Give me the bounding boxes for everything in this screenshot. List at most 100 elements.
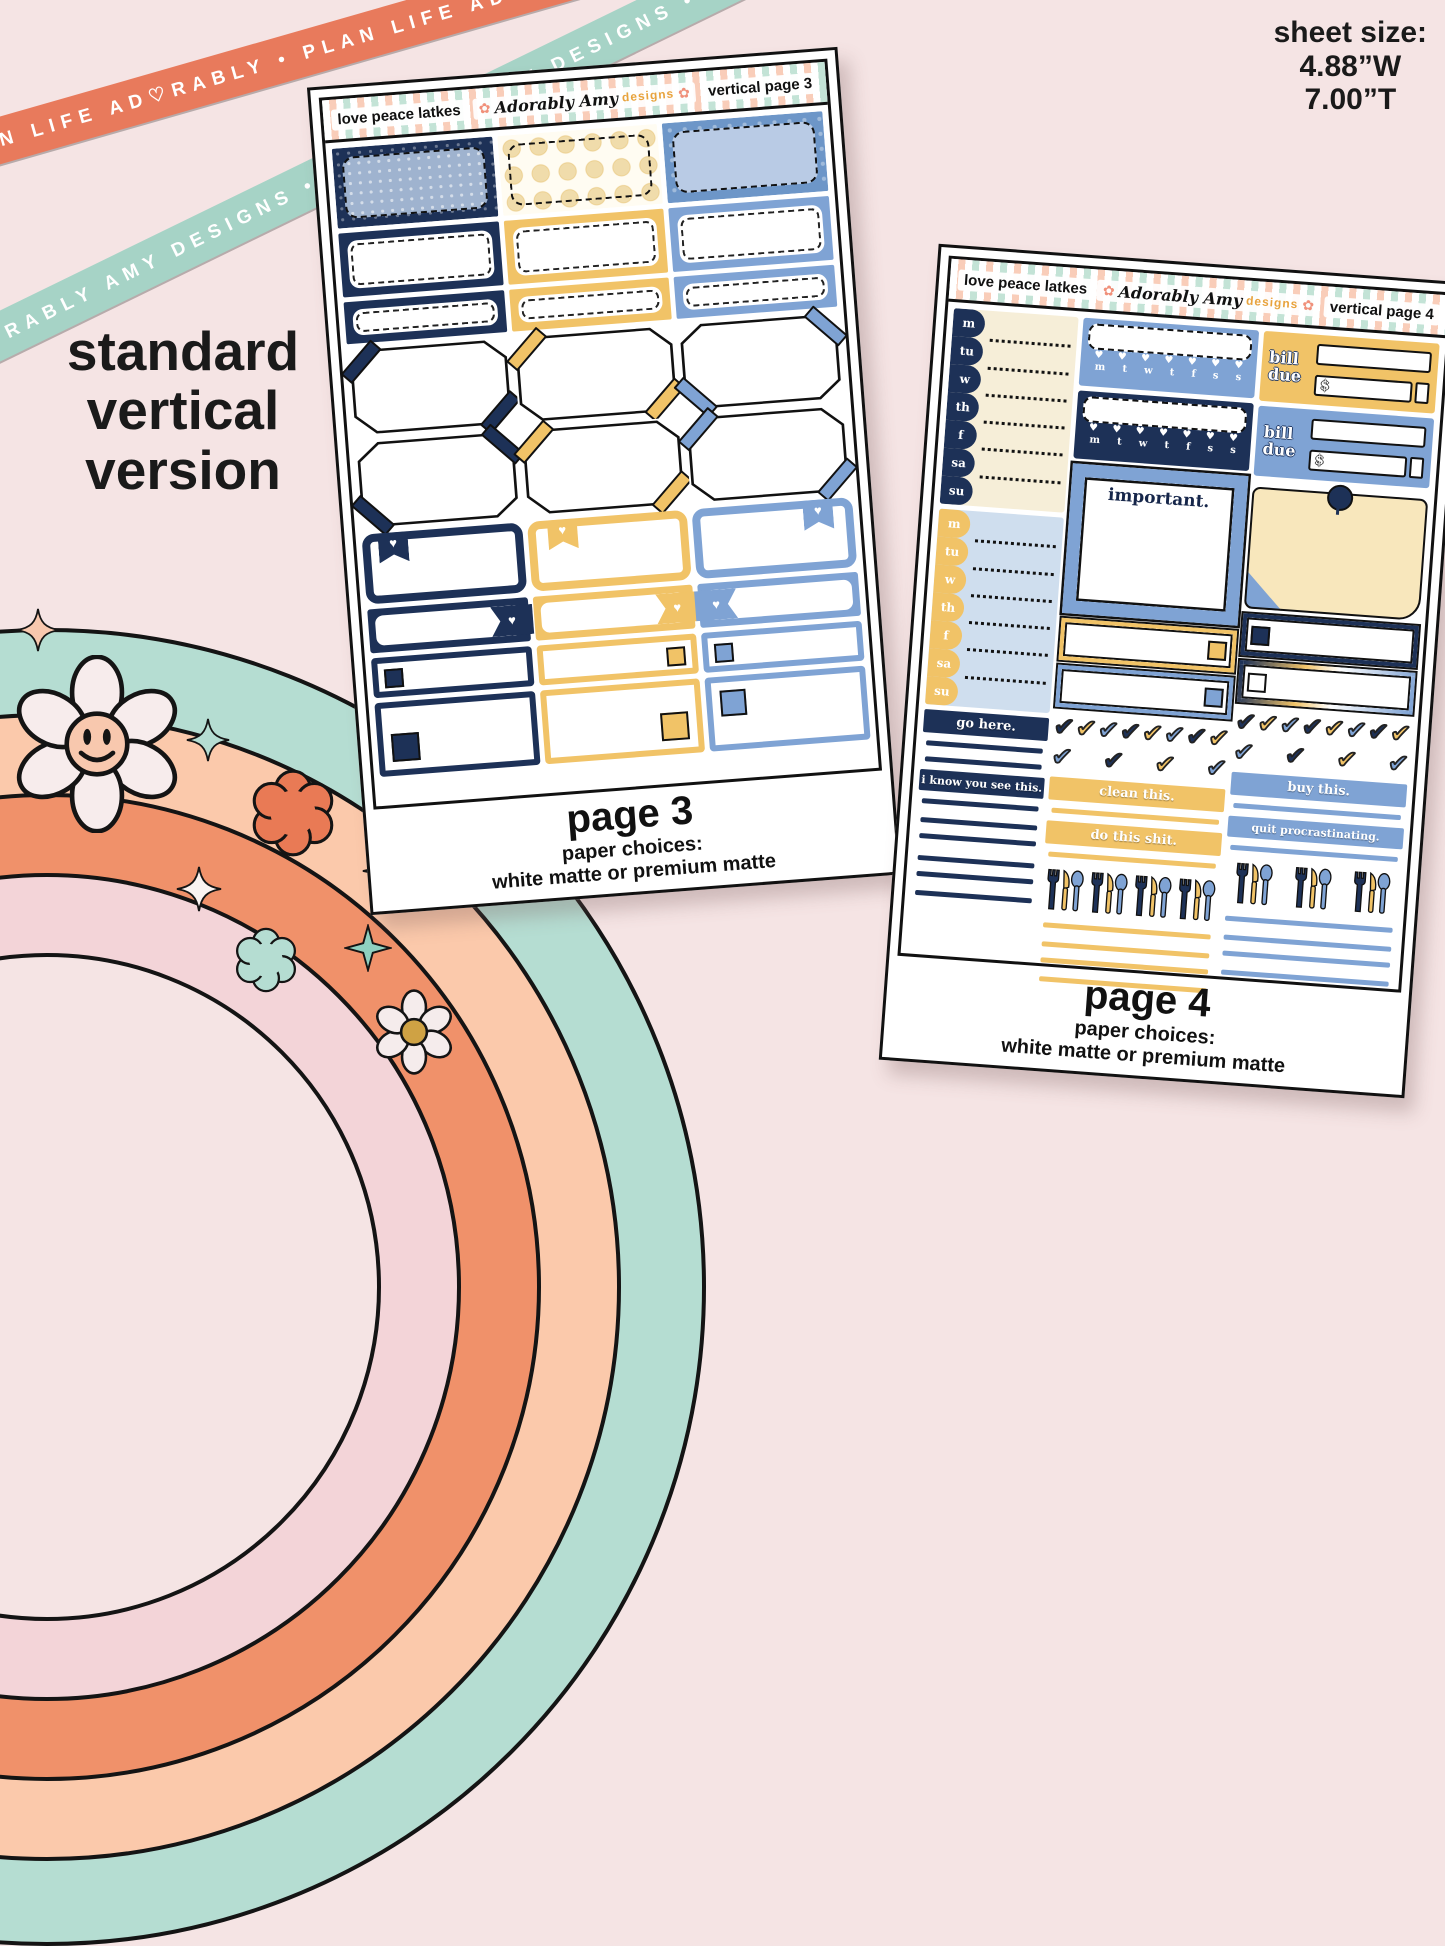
bill-field [1315, 344, 1433, 374]
divider-navy [925, 740, 1044, 754]
checkmark-icon [1367, 717, 1390, 748]
checkmark-icon [1232, 737, 1255, 768]
sparkle-white-icon [176, 866, 222, 912]
sticker-halfbox-navy [338, 221, 504, 298]
bill-due-sticker-blue: bill due $ [1253, 405, 1435, 489]
star-teal-icon [344, 924, 392, 972]
dollar-sign: $ [1314, 452, 1325, 469]
fork-knife-spoon-icon [1135, 875, 1172, 918]
sticker-squarebox-large-navy [374, 690, 541, 778]
sticker-squarebox-gold [536, 633, 700, 686]
day-label: f [929, 620, 963, 651]
day-label: sa [926, 648, 961, 679]
fork-knife-spoon-icon [1091, 872, 1128, 915]
day-label: tu [935, 536, 970, 567]
fork-knife-spoon-icon [1295, 866, 1332, 910]
label-quit-procrastinating: quit procrastinating. [1227, 815, 1405, 850]
sticker-slimbox-gold [508, 277, 673, 332]
heart-flag-icon [377, 531, 409, 563]
fork-knife-spoon-icon [1179, 878, 1216, 921]
checkmark-icon [1207, 723, 1230, 754]
day-label: th [931, 592, 966, 623]
checkmark-icon [1141, 718, 1164, 749]
bill-due-label: bill due [1267, 347, 1302, 386]
daisy-icon: ✿ [1301, 296, 1315, 313]
color-square [1207, 640, 1228, 661]
weekly-list-sticker-cream: m tu w th f sa su [939, 308, 1079, 513]
kit-title: love peace latkes [330, 98, 468, 131]
sheet-size-note: sheet size: 4.88”W 7.00”T [1274, 16, 1427, 117]
field-sticker-gold [1058, 617, 1238, 673]
sticker-tapebox-gold [505, 324, 686, 425]
sticker-halfbox-gold [503, 208, 669, 285]
divider-navy [921, 798, 1039, 812]
brand-logo: ✿ Adorably Amy designs ✿ [472, 81, 697, 120]
sticker-squarebox-large-gold [539, 678, 706, 765]
sticker-box-pattern-gold [496, 123, 664, 216]
fork-knife-spoon-icon [1047, 868, 1084, 912]
sticker-pennantbox-gold [532, 584, 696, 641]
divider-gold [1043, 922, 1211, 940]
sheet-size-width: 4.88”W [1299, 49, 1402, 83]
sticker-grid-page4: m tu w th f sa su m tu w th [899, 302, 1445, 1017]
sticker-squarebox-navy [370, 646, 535, 699]
kit-title: love peace latkes [957, 268, 1094, 300]
sticker-box-pattern-navy [331, 136, 499, 229]
field-sticker-navy [1240, 613, 1419, 668]
product-mockup-canvas: { "ribbons": { "plan_life": "PLAN LIFE A… [0, 0, 1445, 1156]
divider-blue [1220, 969, 1389, 987]
fork-knife-spoon-icon [1353, 871, 1391, 914]
checkmark-stickers [1050, 712, 1230, 785]
sticker-halfbox-blue [668, 195, 834, 273]
important-label: important. [1107, 484, 1211, 513]
checkmark-stickers [1232, 707, 1412, 780]
sticker-sheet-card-page3: love peace latkes ✿ Adorably Amy designs… [306, 46, 902, 916]
sticker-tapebox-navy [350, 423, 525, 536]
brand-suffix: designs [1245, 293, 1299, 312]
checkmark-icon [1335, 744, 1358, 775]
bill-check-square [1414, 381, 1430, 404]
divider-blue [1224, 915, 1393, 933]
sticker-sheet-page4: love peace latkes ✿ Adorably Amy designs… [897, 255, 1445, 994]
cutlery-stickers [1222, 857, 1401, 920]
coral-flower-icon [252, 769, 334, 857]
divider-pair-navy [912, 852, 1039, 888]
heart-flag-icon [802, 499, 834, 531]
checkmark-icon [1075, 713, 1098, 744]
daisy-icon: ✿ [478, 99, 492, 116]
sticker-tapebox-blue [673, 305, 849, 418]
sticker-tapebox-gold [512, 417, 694, 518]
day-label: f [943, 419, 978, 451]
day-label: w [933, 564, 968, 595]
day-label: th [945, 391, 980, 423]
sheet-size-height: 7.00”T [1304, 83, 1397, 117]
bill-amount-field: $ [1308, 449, 1408, 478]
sticky-note-sticker [1243, 483, 1429, 622]
checkmark-icon [1234, 707, 1257, 738]
bill-field [1310, 418, 1427, 449]
checkmark-icon [1284, 741, 1307, 772]
checkmark-icon [1153, 749, 1176, 780]
checkmark-icon [1387, 748, 1410, 779]
divider-pair-gold [1036, 938, 1213, 978]
bill-amount-field: $ [1313, 374, 1413, 403]
important-frame-sticker: important. [1062, 463, 1249, 626]
checkmark-icon [1301, 712, 1324, 743]
day-label: m [937, 508, 972, 539]
checkmark-icon [1256, 708, 1279, 739]
sticker-flagbox-navy [361, 522, 527, 605]
day-label: w [947, 363, 982, 395]
sticker-flagbox-blue [691, 497, 858, 580]
sticker-tapebox-navy [340, 336, 521, 438]
day-label: su [924, 676, 959, 707]
sticker-pennantbox-navy [367, 597, 531, 654]
brand-logo: ✿ Adorably Amy designs ✿ [1096, 279, 1321, 317]
mint-flower-icon [235, 927, 297, 993]
white-square [1246, 672, 1268, 693]
sticker-flagbox-gold [526, 509, 693, 592]
version-label: standard vertical version [66, 320, 300, 501]
sticker-sheet-card-page4: love peace latkes ✿ Adorably Amy designs… [878, 243, 1445, 1099]
divider-navy [914, 889, 1033, 904]
